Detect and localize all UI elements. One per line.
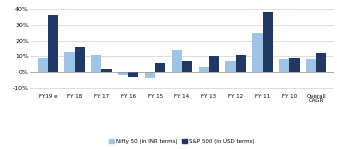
Bar — [289, 58, 300, 72]
Bar — [38, 58, 48, 72]
Bar — [182, 61, 192, 72]
Bar — [74, 47, 85, 72]
Bar — [263, 12, 273, 72]
Bar — [236, 55, 246, 72]
Legend: Nifty 50 (in INR terms), S&P 500 (in USD terms): Nifty 50 (in INR terms), S&P 500 (in USD… — [110, 139, 254, 144]
Bar — [91, 55, 101, 72]
Bar — [48, 15, 58, 72]
Bar — [128, 72, 139, 77]
Bar — [101, 69, 112, 72]
Bar — [172, 50, 182, 72]
Bar — [209, 56, 219, 72]
Bar — [118, 72, 128, 75]
Bar — [316, 53, 326, 72]
Bar — [306, 59, 316, 72]
Bar — [279, 59, 289, 72]
Bar — [145, 72, 155, 78]
Bar — [155, 63, 165, 72]
Bar — [64, 52, 74, 72]
Bar — [225, 61, 236, 72]
Bar — [252, 33, 263, 72]
Bar — [198, 67, 209, 72]
